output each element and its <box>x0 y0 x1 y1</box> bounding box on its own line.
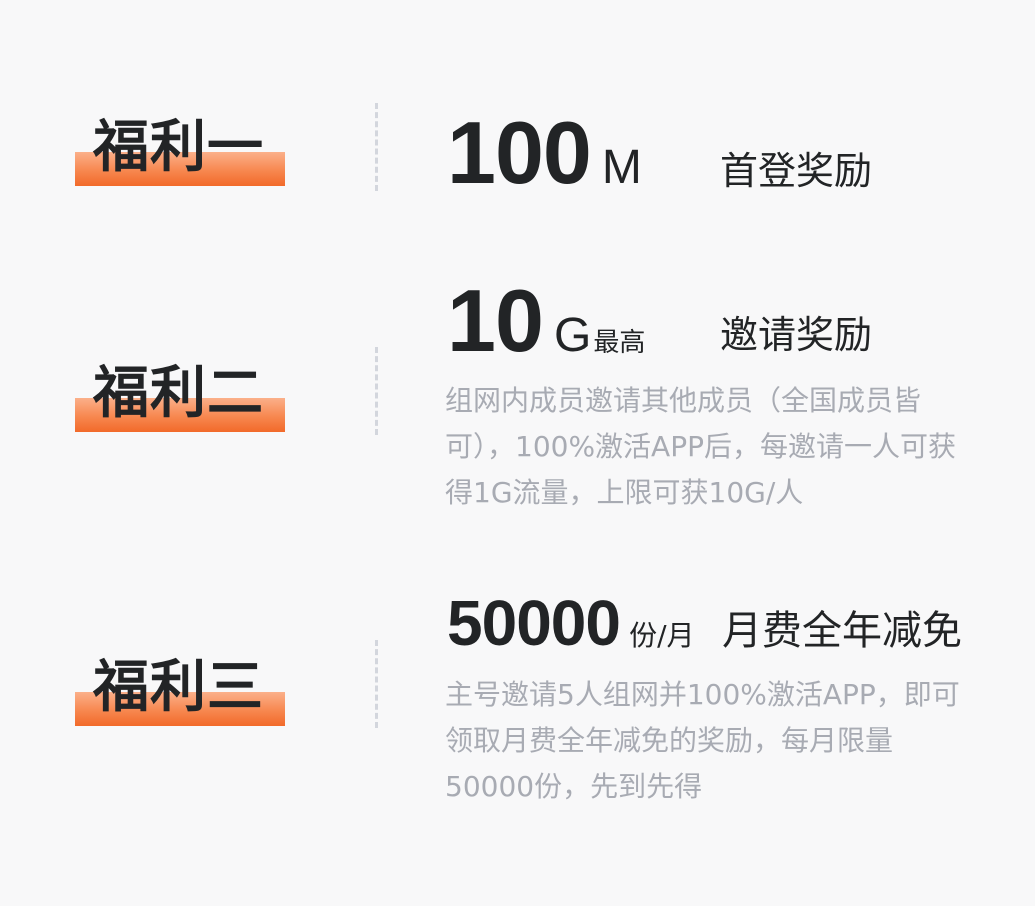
benefit-reward-title: 首登奖励 <box>720 149 873 193</box>
benefit-amount: 10 <box>447 271 544 370</box>
benefit-headline: 100 M <box>447 102 642 204</box>
benefit-amount: 50000 <box>447 587 621 659</box>
benefit-unit: G <box>553 309 592 362</box>
benefit-description: 主号邀请5人组网并100%激活APP，即可领取月费全年减免的奖励，每月限量500… <box>445 678 960 803</box>
benefit-tag-label: 福利三 <box>93 655 264 720</box>
tag-highlight-bar <box>75 152 285 186</box>
benefit-amount: 100 <box>447 103 592 202</box>
benefit-description: 组网内成员邀请其他成员（全国成员皆可），100%激活APP后，每邀请一人可获得1… <box>445 384 956 509</box>
benefit-tag: 福利三 <box>75 646 285 726</box>
benefit-qualifier: 最高 <box>593 328 646 358</box>
dashed-divider <box>375 347 378 435</box>
tag-highlight-bar <box>75 692 285 726</box>
benefit-tag: 福利二 <box>75 352 285 432</box>
dashed-divider <box>375 640 378 728</box>
benefit-tag-label: 福利二 <box>93 361 264 426</box>
benefit-reward-title: 月费全年减免 <box>722 608 962 654</box>
benefit-tag: 福利一 <box>75 106 285 186</box>
benefit-headline: 10 G最高 <box>447 270 645 372</box>
benefit-unit: M <box>601 141 642 194</box>
benefit-headline: 50000 份/月 <box>447 586 695 660</box>
benefit-unit: 份/月 <box>629 619 695 652</box>
tag-highlight-bar <box>75 398 285 432</box>
dashed-divider <box>375 103 378 191</box>
benefit-reward-title: 邀请奖励 <box>720 313 873 357</box>
benefit-tag-label: 福利一 <box>93 115 264 180</box>
